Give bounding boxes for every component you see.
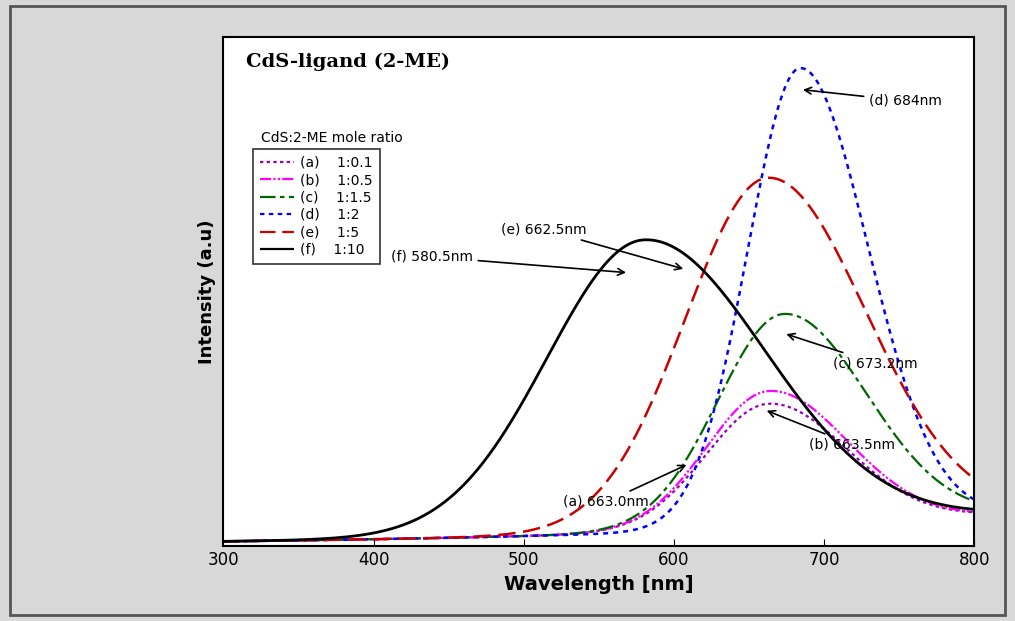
Text: (f) 580.5nm: (f) 580.5nm <box>391 250 624 275</box>
Text: (d) 684nm: (d) 684nm <box>805 88 942 108</box>
Text: (b) 663.5nm: (b) 663.5nm <box>768 410 895 451</box>
X-axis label: Wavelength [nm]: Wavelength [nm] <box>504 575 693 594</box>
Text: CdS:2-ME mole ratio: CdS:2-ME mole ratio <box>261 132 403 145</box>
Legend: (a)    1:0.1, (b)    1:0.5, (c)    1:1.5, (d)    1:2, (e)    1:5, (f)    1:10: (a) 1:0.1, (b) 1:0.5, (c) 1:1.5, (d) 1:2… <box>253 148 380 264</box>
Text: (e) 662.5nm: (e) 662.5nm <box>501 222 681 270</box>
Text: CdS-ligand (2-ME): CdS-ligand (2-ME) <box>246 53 450 71</box>
Y-axis label: Intensity (a.u): Intensity (a.u) <box>198 220 216 364</box>
Text: (c) 673.2nm: (c) 673.2nm <box>788 333 918 370</box>
Text: (a) 663.0nm: (a) 663.0nm <box>563 466 685 509</box>
